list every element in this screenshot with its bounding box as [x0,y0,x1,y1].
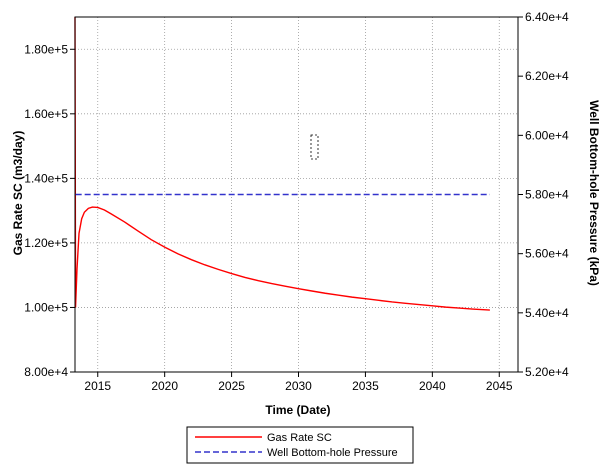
right-axis-title: Well Bottom-hole Pressure (kPa) [587,100,600,286]
legend: Gas Rate SC Well Bottom-hole Pressure [186,426,414,464]
left-tick-label: 1.20e+5 [24,236,68,250]
right-tick-label: 5.20e+4 [525,365,569,379]
right-tick-label: 6.00e+4 [525,128,569,142]
x-tick-label: 2040 [419,379,446,393]
legend-label: Gas Rate SC [267,432,332,444]
legend-box [186,426,414,464]
series-layer [74,16,490,311]
left-axis-tick-labels: 8.00e+4 1.00e+5 1.20e+5 1.40e+5 1.60e+5 1.80e… [24,42,68,379]
x-tick-label: 2015 [84,379,111,393]
x-tick-label: 2045 [486,379,513,393]
left-tick-label: 8.00e+4 [24,365,68,379]
x-tick-label: 2025 [218,379,245,393]
tick-marks [70,16,523,377]
left-tick-label: 1.80e+5 [24,42,68,56]
left-tick-label: 1.40e+5 [24,171,68,185]
x-tick-label: 2020 [151,379,178,393]
right-tick-label: 5.80e+4 [525,188,569,202]
right-tick-label: 6.40e+4 [525,10,569,24]
right-tick-label: 6.20e+4 [525,69,569,83]
legend-label: Well Bottom-hole Pressure [267,447,398,459]
left-axis-title: Gas Rate SC (m3/day) [11,131,25,256]
series-line-gas-rate-sc [74,16,490,311]
left-tick-label: 1.00e+5 [24,300,68,314]
right-tick-label: 5.60e+4 [525,247,569,261]
x-axis-tick-labels: 2015 2020 2025 2030 2035 2040 2045 [84,379,513,393]
x-axis-title: Time (Date) [265,403,330,417]
x-tick-label: 2035 [352,379,379,393]
right-axis-tick-labels: 5.20e+4 5.40e+4 5.60e+4 5.80e+4 6.00e+4 6.20e… [525,10,569,379]
selection-marker [310,134,319,160]
right-tick-label: 5.40e+4 [525,306,569,320]
left-tick-label: 1.60e+5 [24,107,68,121]
x-tick-label: 2030 [285,379,312,393]
